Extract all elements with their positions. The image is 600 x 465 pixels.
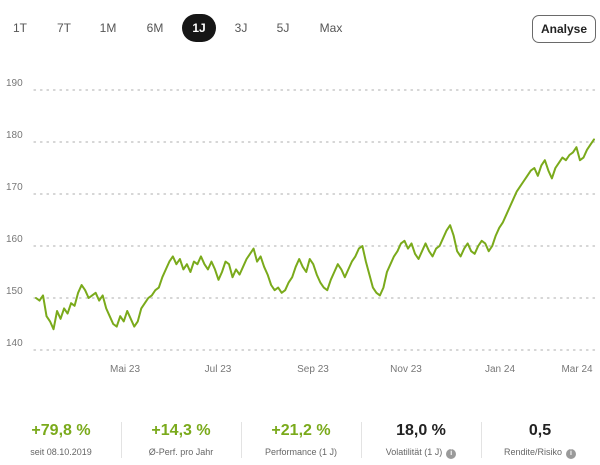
stat-value: 18,0 % <box>396 422 446 439</box>
stat-label: Rendite/Risiko i <box>482 445 598 459</box>
stat-label: Performance (1 J) <box>264 447 338 457</box>
tab-5j[interactable]: 5J <box>276 21 290 35</box>
stat-divider <box>361 422 362 458</box>
x-tick-label: Jan 24 <box>485 364 515 375</box>
tab-7t[interactable]: 7T <box>56 21 71 35</box>
stat-avg-performance: +14,3 % Ø-Perf. pro Jahr <box>122 420 240 465</box>
x-tick-label: Mai 23 <box>110 364 140 375</box>
stat-return-risk: 0,5 Rendite/Risiko i <box>482 420 598 465</box>
stat-performance-1y: +21,2 % Performance (1 J) <box>242 420 360 465</box>
tab-max[interactable]: Max <box>319 21 343 35</box>
price-chart: 140 150 160 170 180 190 Mai 23 Jul 23 Sep 23 Nov… <box>6 78 597 375</box>
stat-label: seit 08.10.2019 <box>30 447 92 457</box>
stat-label: Ø-Perf. pro Jahr <box>148 447 214 457</box>
tab-1j[interactable]: 1J <box>182 14 216 42</box>
tab-1t[interactable]: 1T <box>12 21 27 35</box>
x-tick-label: Sep 23 <box>297 364 329 375</box>
info-icon[interactable]: i <box>446 449 457 459</box>
y-tick-label: 170 <box>6 182 23 193</box>
tab-1m[interactable]: 1M <box>99 21 117 35</box>
y-tick-label: 160 <box>6 234 23 245</box>
price-line <box>35 138 595 331</box>
stat-divider <box>481 422 482 458</box>
tab-3j[interactable]: 3J <box>234 21 248 35</box>
stat-value: +21,2 % <box>271 422 331 439</box>
timeframe-tabs: 1T 7T 1M 6M 1J 3J 5J Max <box>0 14 600 44</box>
x-tick-label: Jul 23 <box>205 364 232 375</box>
grid-lines <box>33 89 597 351</box>
info-icon[interactable]: i <box>566 449 577 459</box>
stat-value: +79,8 % <box>31 422 91 439</box>
y-tick-label: 150 <box>6 286 23 297</box>
stat-value: +14,3 % <box>151 422 211 439</box>
stat-divider <box>241 422 242 458</box>
stat-volatility: 18,0 % Volatilität (1 J) i <box>362 420 480 465</box>
y-tick-label: 190 <box>6 78 23 89</box>
tab-6m[interactable]: 6M <box>146 21 164 35</box>
stat-total-performance: +79,8 % seit 08.10.2019 <box>2 420 120 465</box>
analyse-button[interactable]: Analyse <box>532 15 596 43</box>
x-axis-labels: Mai 23 Jul 23 Sep 23 Nov 23 Jan 24 Mar 24 <box>110 364 593 375</box>
stat-label: Volatilität (1 J) i <box>362 445 480 459</box>
y-tick-label: 140 <box>6 338 23 349</box>
y-tick-label: 180 <box>6 130 23 141</box>
performance-stats: +79,8 % seit 08.10.2019 +14,3 % Ø-Perf. … <box>0 420 600 465</box>
stat-divider <box>121 422 122 458</box>
stat-value: 0,5 <box>528 422 552 439</box>
y-axis-labels: 140 150 160 170 180 190 <box>6 78 23 349</box>
x-tick-label: Nov 23 <box>390 364 422 375</box>
x-tick-label: Mar 24 <box>561 364 593 375</box>
